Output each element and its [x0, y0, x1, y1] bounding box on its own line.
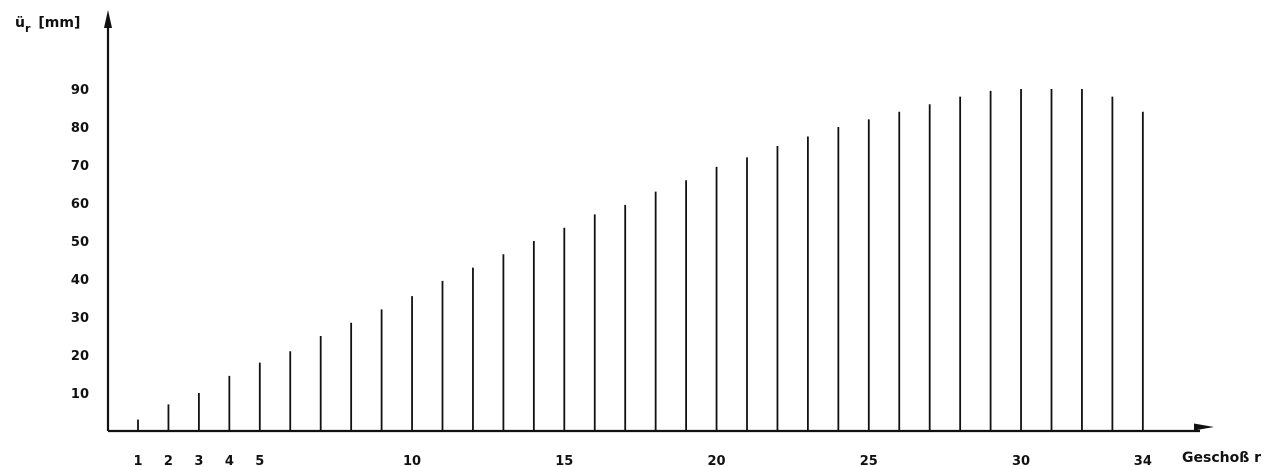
y-tick-label: 50 — [71, 235, 89, 250]
y-tick-label: 70 — [71, 159, 89, 174]
x-tick-label: 10 — [403, 454, 421, 467]
y-axis-label: ür [mm] — [15, 15, 80, 35]
y-axis-arrow — [104, 10, 112, 28]
x-tick-label: 15 — [555, 454, 573, 467]
x-tick-label: 4 — [225, 454, 234, 467]
y-tick-label: 30 — [71, 311, 89, 326]
y-tick-label: 80 — [71, 121, 89, 136]
x-tick-label: 2 — [164, 454, 173, 467]
x-tick-label: 25 — [860, 454, 878, 467]
x-tick-label: 1 — [133, 454, 142, 467]
bar-series — [137, 89, 1144, 431]
y-tick-label: 10 — [71, 387, 89, 402]
x-tick-label: 20 — [708, 454, 726, 467]
x-axis-arrow — [1194, 423, 1214, 431]
y-tick-label: 20 — [71, 349, 89, 364]
y-axis-ticks: 10 20 30 40 50 60 70 80 90 — [71, 83, 89, 402]
y-tick-label: 40 — [71, 273, 89, 288]
y-tick-label: 90 — [71, 83, 89, 98]
x-tick-label: 3 — [194, 454, 203, 467]
x-axis-label: Geschoß r — [1182, 450, 1261, 466]
x-axis-ticks: 1 2 3 4 5 10 15 20 25 30 34 — [133, 454, 1151, 467]
x-tick-label: 34 — [1134, 454, 1152, 467]
x-tick-label: 30 — [1012, 454, 1030, 467]
y-tick-label: 60 — [71, 197, 89, 212]
x-tick-label: 5 — [255, 454, 264, 467]
